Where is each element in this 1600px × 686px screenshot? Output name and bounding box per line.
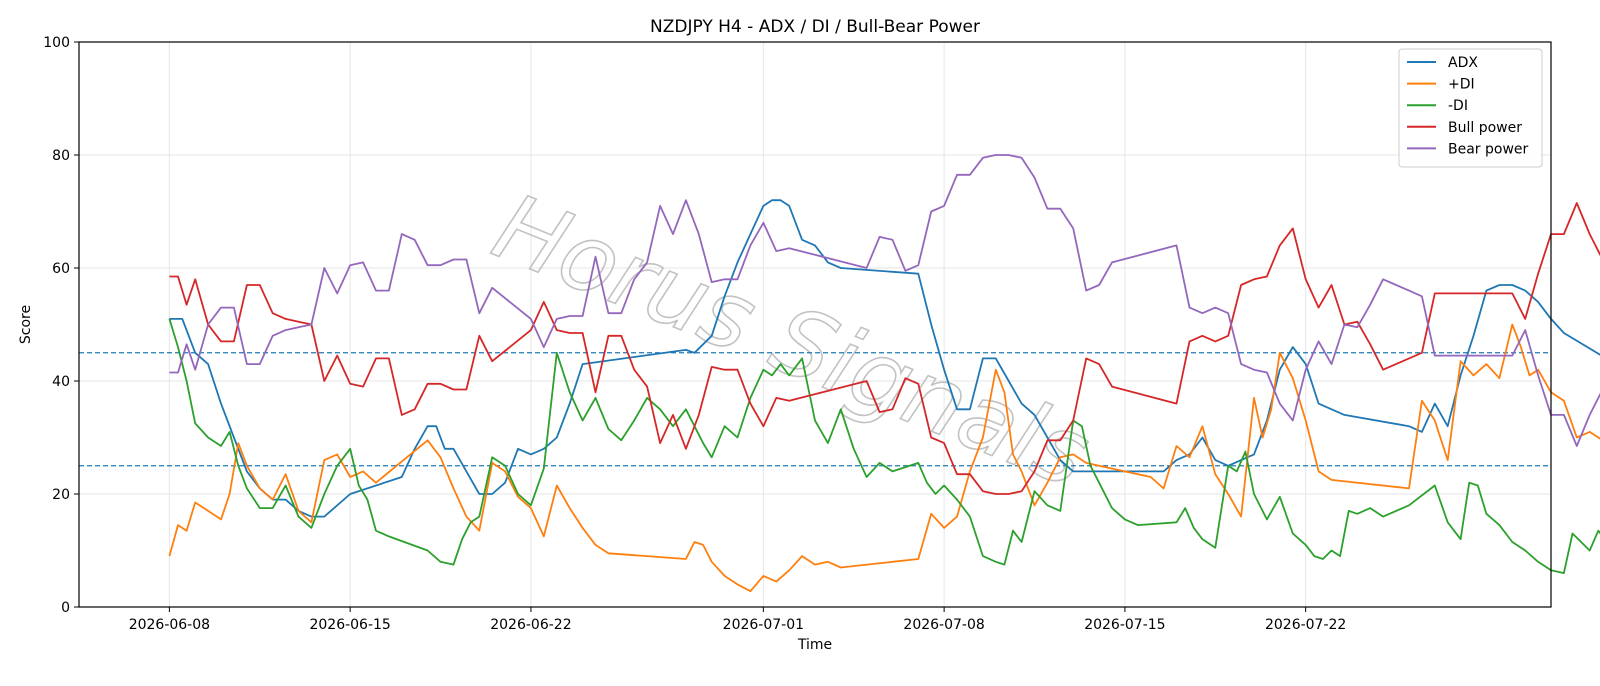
y-axis-title: Score	[18, 305, 34, 344]
reference-lines	[79, 352, 1551, 467]
series-line-bear-power	[169, 154, 1600, 447]
x-tick-label: 2026-07-15	[1084, 617, 1165, 633]
series-line-di	[168, 323, 1600, 593]
x-tick-label: 2026-07-01	[723, 617, 804, 633]
legend-label: ADX	[1448, 55, 1478, 71]
legend-box	[1398, 48, 1543, 168]
legend: ADX +DI -DI Bull power Bear power	[1398, 48, 1543, 168]
series-line-di	[168, 318, 1600, 574]
legend-label: Bull power	[1448, 120, 1522, 136]
series-lines	[168, 154, 1600, 593]
series-line-adx	[169, 199, 1600, 518]
y-tick-label: 0	[61, 600, 70, 616]
x-tick-label: 2026-06-22	[490, 617, 571, 633]
series-line-bull-power	[169, 202, 1600, 495]
x-axis-title: Time	[797, 637, 832, 653]
legend-label: -DI	[1448, 98, 1468, 114]
y-tick-label: 80	[52, 148, 70, 164]
y-tick-label: 40	[52, 374, 70, 390]
x-tick-label: 2026-06-15	[309, 617, 390, 633]
x-tick-label: 2026-06-08	[129, 617, 210, 633]
x-tick-label: 2026-07-22	[1265, 617, 1346, 633]
chart-title: NZDJPY H4 - ADX / DI / Bull-Bear Power	[650, 17, 980, 37]
x-axis-ticks: 2026-06-08 2026-06-15 2026-06-22 2026-07-01…	[129, 607, 1346, 633]
x-tick-label: 2026-07-08	[903, 617, 984, 633]
legend-label: +DI	[1448, 77, 1475, 93]
y-tick-label: 100	[43, 35, 70, 51]
plot-frame	[78, 41, 1552, 608]
y-tick-label: 20	[52, 487, 70, 503]
y-tick-label: 60	[52, 261, 70, 277]
legend-label: Bear power	[1448, 141, 1529, 157]
y-axis-ticks: 0 20 40 60 80 100	[43, 35, 79, 616]
